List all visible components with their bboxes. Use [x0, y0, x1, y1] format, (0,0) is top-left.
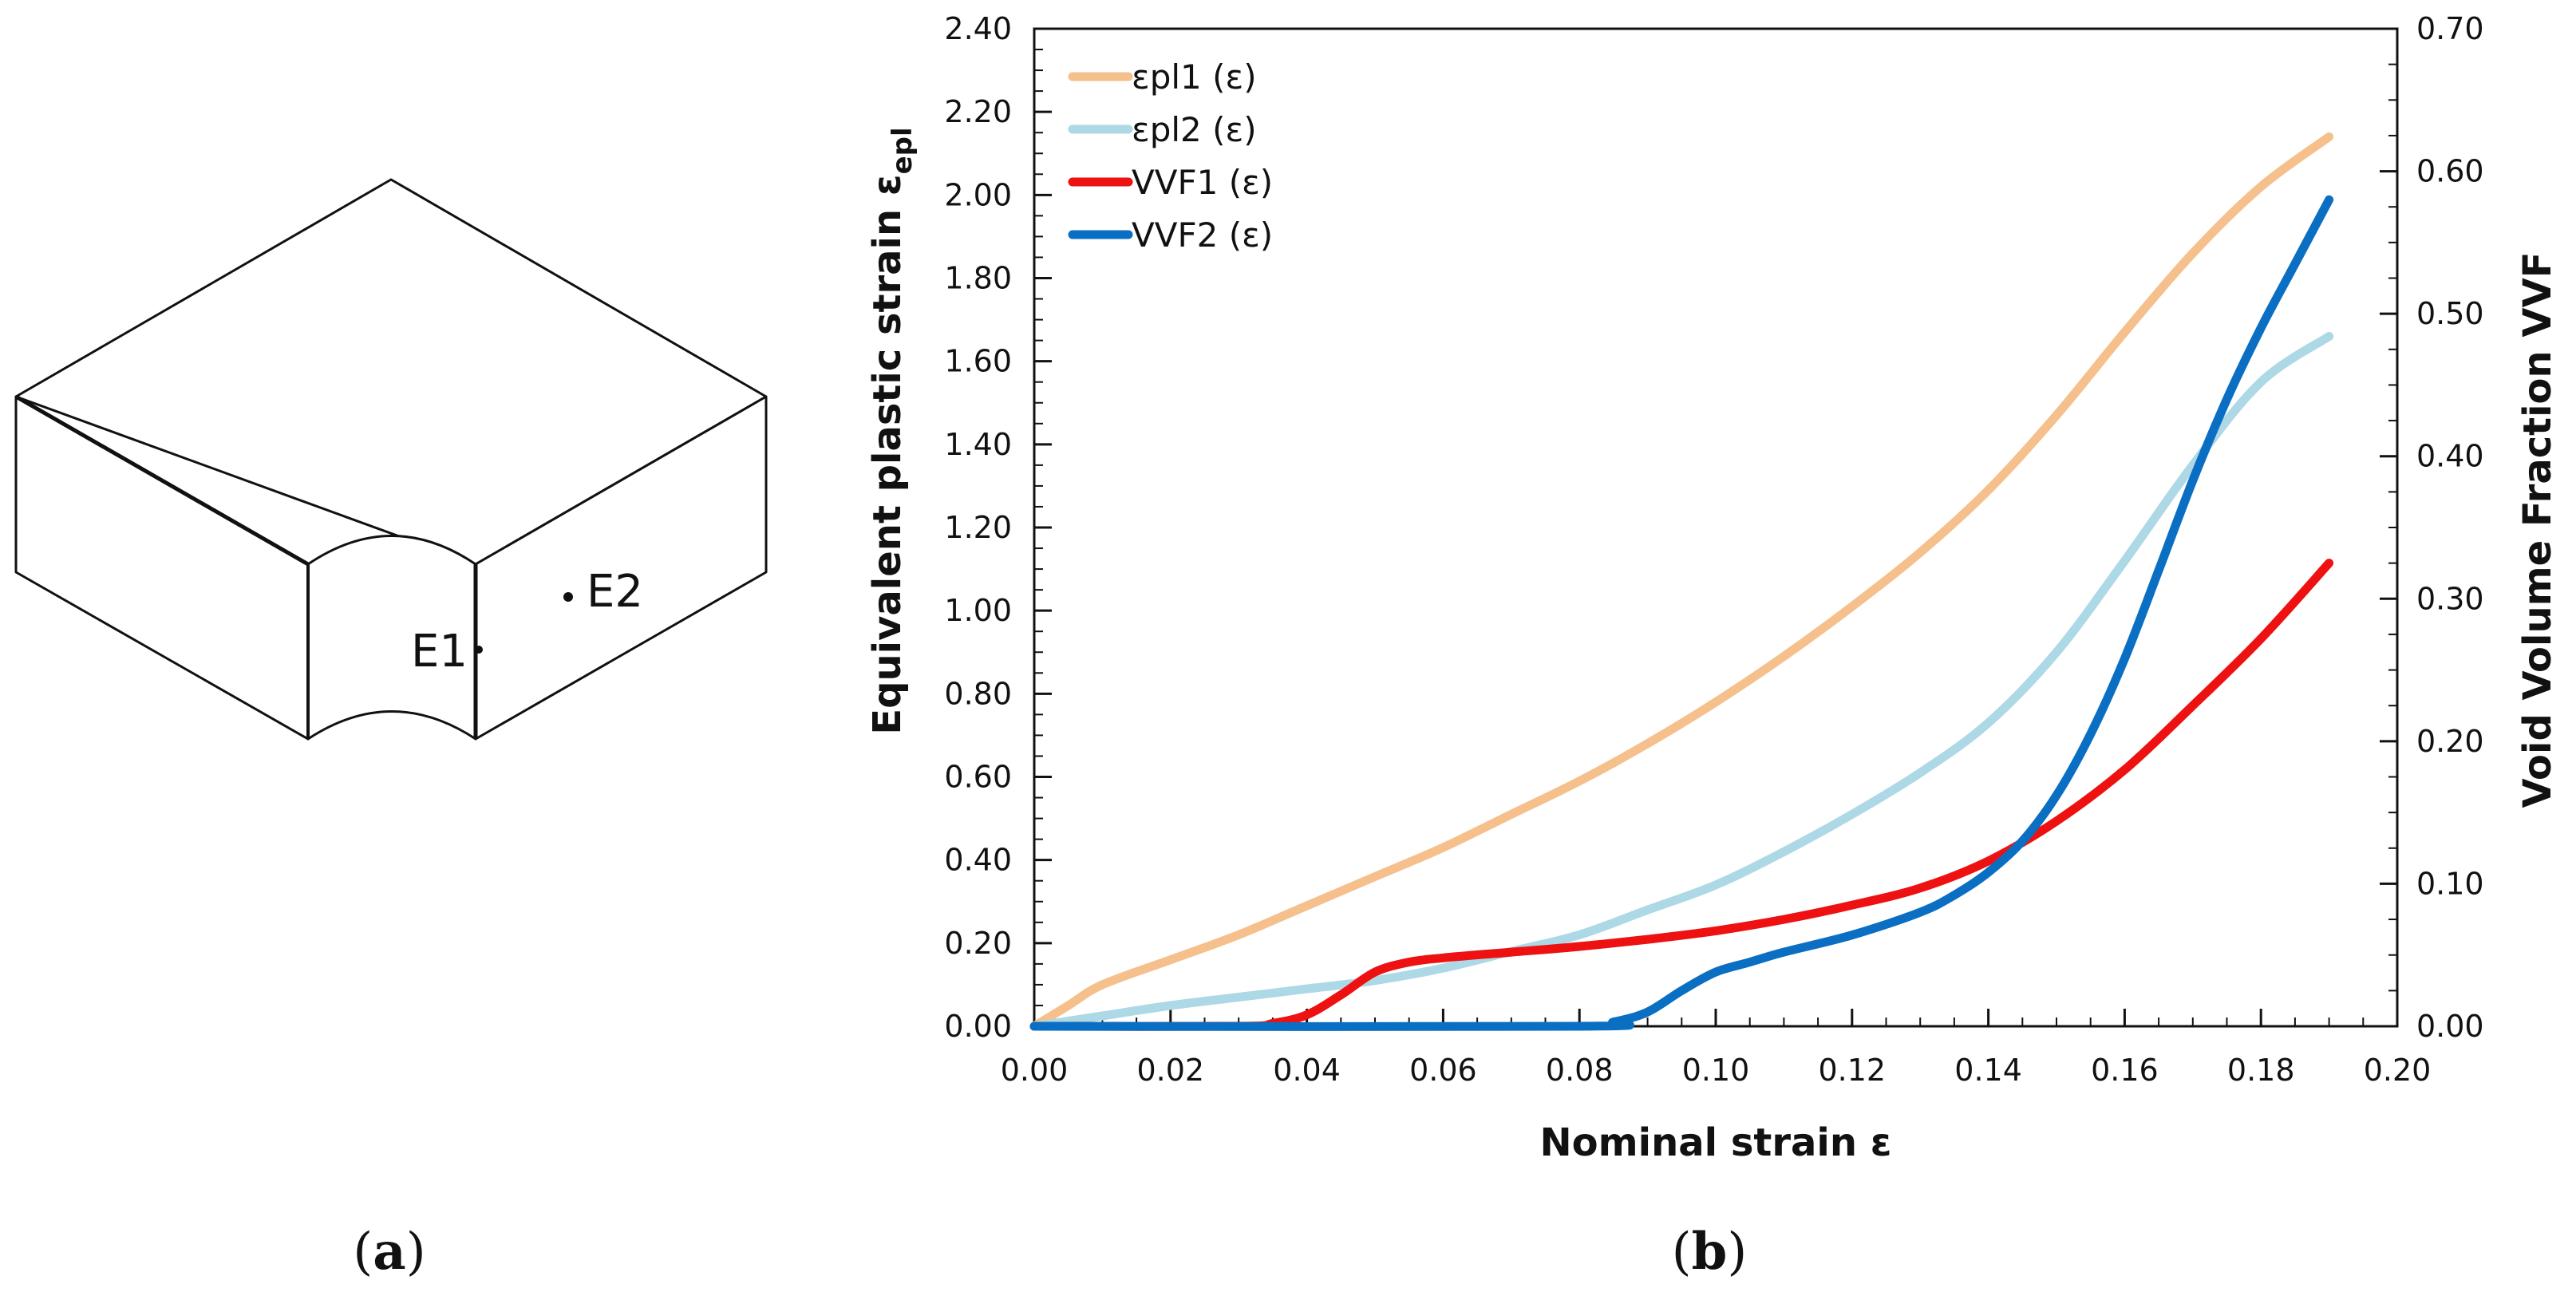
y-tick-label: 2.40	[944, 11, 1012, 46]
panel-a-caption: (a)	[353, 1222, 425, 1282]
point-e1-label: E1	[411, 626, 468, 678]
y2-tick-label: 0.60	[2416, 154, 2484, 189]
x-axis-title: Nominal strain ε	[1540, 1120, 1892, 1165]
chart-legend: εpl1 (ε) εpl2 (ε) VVF1 (ε) VVF2 (ε)	[1068, 57, 1273, 255]
y-tick-label: 1.20	[944, 510, 1012, 545]
y-tick-label: 1.80	[944, 261, 1012, 296]
y-tick-label: 1.00	[944, 593, 1012, 628]
y-tick-label: 2.00	[944, 177, 1012, 212]
x-tick-label: 0.20	[2364, 1053, 2432, 1088]
x-tick-label: 0.16	[2091, 1053, 2159, 1088]
y-tick-label: 1.60	[944, 344, 1012, 379]
series-epl1-line	[1029, 132, 2334, 1031]
y-tick-label: 0.80	[944, 676, 1012, 711]
y2-tick-label: 0.30	[2416, 581, 2484, 616]
y2-tick-label: 0.70	[2416, 11, 2484, 46]
x-axis-ticks: 0.00 0.02 0.04 0.06 0.08 0.10 0.12 0.14 0.16 0.18…	[1001, 1009, 2432, 1088]
left-axis-ticks: 0.00 0.20 0.40 0.60 0.80 1.00 1.20 1.40 1.60 1.80…	[944, 11, 1052, 1044]
legend-item-vvf1-label: VVF1 (ε)	[1132, 163, 1273, 202]
left-axis-title-subscript: epl	[887, 127, 919, 174]
y-tick-label: 2.20	[944, 94, 1012, 129]
y2-tick-label: 0.10	[2416, 866, 2484, 901]
x-tick-label: 0.10	[1682, 1053, 1750, 1088]
x-tick-label: 0.02	[1136, 1053, 1204, 1088]
y2-tick-label: 0.00	[2416, 1009, 2484, 1044]
y-tick-label: 0.00	[944, 1009, 1012, 1044]
block-left-edge-bold	[14, 394, 310, 567]
strain-chart: 0.00 0.02 0.04 0.06 0.08 0.10 0.12 0.14 0.16 0.18…	[865, 11, 2560, 1165]
y2-tick-label: 0.20	[2416, 724, 2484, 759]
right-axis-ticks: 0.00 0.10 0.20 0.30 0.40 0.50 0.60 0.70	[2380, 11, 2484, 1044]
right-axis-title: Void Volume Fraction VVF	[2515, 251, 2560, 808]
specimen-diagram	[14, 178, 768, 741]
legend-item-epl1-label: εpl1 (ε)	[1132, 57, 1257, 97]
panel-b-caption: (b)	[1672, 1222, 1748, 1282]
y-tick-label: 0.20	[944, 926, 1012, 961]
x-tick-label: 0.08	[1546, 1053, 1614, 1088]
point-e2-marker	[563, 592, 573, 602]
x-tick-label: 0.18	[2227, 1053, 2295, 1088]
x-tick-label: 0.06	[1409, 1053, 1477, 1088]
legend-item-epl2-label: εpl2 (ε)	[1132, 110, 1257, 149]
x-tick-label: 0.12	[1818, 1053, 1886, 1088]
y-tick-label: 0.40	[944, 843, 1012, 878]
legend-item-vvf2-label: VVF2 (ε)	[1132, 215, 1273, 255]
y-tick-label: 0.60	[944, 760, 1012, 795]
y2-tick-label: 0.40	[2416, 439, 2484, 474]
x-tick-label: 0.14	[1954, 1053, 2022, 1088]
x-tick-label: 0.00	[1001, 1053, 1069, 1088]
y2-tick-label: 0.50	[2416, 296, 2484, 331]
chart-series	[1029, 132, 2334, 1031]
left-axis-title: Equivalent plastic strain εepl	[865, 127, 919, 734]
series-vvf2-line	[1029, 195, 2334, 1031]
point-e2-label: E2	[587, 566, 643, 618]
series-epl2-line	[1029, 331, 2334, 1031]
x-tick-label: 0.04	[1273, 1053, 1341, 1088]
series-vvf1-line	[1029, 559, 2334, 1031]
point-e1-marker	[475, 646, 483, 654]
y-tick-label: 1.40	[944, 427, 1012, 462]
